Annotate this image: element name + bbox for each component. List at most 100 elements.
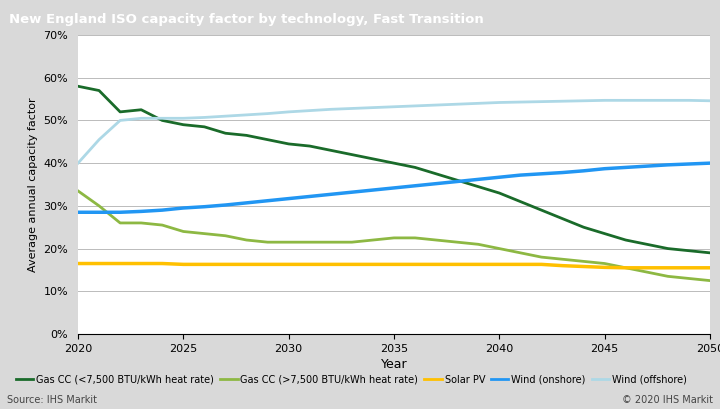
Wind (onshore)	[158, 208, 166, 213]
Wind (onshore)	[453, 179, 462, 184]
Gas CC (>7,500 BTU/kWh heat rate)	[326, 240, 335, 245]
Wind (offshore)	[706, 98, 714, 103]
Gas CC (<7,500 BTU/kWh heat rate)	[474, 184, 482, 189]
Wind (onshore)	[410, 183, 419, 188]
Wind (onshore)	[137, 209, 145, 214]
Wind (offshore)	[537, 99, 546, 104]
Wind (onshore)	[537, 171, 546, 176]
Solar PV	[264, 262, 272, 267]
Solar PV	[200, 262, 209, 267]
Gas CC (<7,500 BTU/kWh heat rate)	[685, 248, 693, 253]
Y-axis label: Average annual capacity factor: Average annual capacity factor	[28, 97, 38, 272]
Wind (offshore)	[495, 100, 504, 105]
Solar PV	[116, 261, 125, 266]
Gas CC (>7,500 BTU/kWh heat rate)	[621, 265, 630, 270]
Wind (offshore)	[600, 98, 609, 103]
Solar PV	[390, 262, 398, 267]
Wind (onshore)	[495, 175, 504, 180]
Solar PV	[474, 262, 482, 267]
Wind (offshore)	[200, 115, 209, 120]
Gas CC (<7,500 BTU/kWh heat rate)	[137, 107, 145, 112]
Wind (onshore)	[390, 185, 398, 190]
Wind (offshore)	[137, 116, 145, 121]
Line: Gas CC (>7,500 BTU/kWh heat rate): Gas CC (>7,500 BTU/kWh heat rate)	[78, 191, 710, 281]
Wind (onshore)	[558, 170, 567, 175]
Gas CC (<7,500 BTU/kWh heat rate)	[580, 225, 588, 230]
Wind (offshore)	[221, 114, 230, 119]
Wind (onshore)	[73, 210, 82, 215]
Gas CC (>7,500 BTU/kWh heat rate)	[200, 231, 209, 236]
Wind (onshore)	[642, 164, 651, 169]
Wind (onshore)	[242, 200, 251, 205]
Wind (offshore)	[179, 116, 188, 121]
Wind (onshore)	[179, 206, 188, 211]
Gas CC (>7,500 BTU/kWh heat rate)	[284, 240, 293, 245]
Solar PV	[369, 262, 377, 267]
Gas CC (>7,500 BTU/kWh heat rate)	[558, 257, 567, 262]
Solar PV	[537, 262, 546, 267]
Line: Wind (onshore): Wind (onshore)	[78, 163, 710, 212]
Gas CC (<7,500 BTU/kWh heat rate)	[116, 110, 125, 115]
Gas CC (>7,500 BTU/kWh heat rate)	[600, 261, 609, 266]
Wind (offshore)	[116, 118, 125, 123]
Gas CC (>7,500 BTU/kWh heat rate)	[116, 220, 125, 225]
Solar PV	[95, 261, 104, 266]
Wind (onshore)	[580, 169, 588, 173]
Gas CC (>7,500 BTU/kWh heat rate)	[369, 238, 377, 243]
Wind (offshore)	[305, 108, 314, 113]
Gas CC (>7,500 BTU/kWh heat rate)	[474, 242, 482, 247]
Gas CC (>7,500 BTU/kWh heat rate)	[537, 255, 546, 260]
Gas CC (<7,500 BTU/kWh heat rate)	[221, 131, 230, 136]
Gas CC (<7,500 BTU/kWh heat rate)	[179, 122, 188, 127]
Gas CC (<7,500 BTU/kWh heat rate)	[284, 142, 293, 146]
Wind (onshore)	[432, 181, 441, 186]
Wind (onshore)	[600, 166, 609, 171]
Gas CC (<7,500 BTU/kWh heat rate)	[558, 216, 567, 221]
Wind (offshore)	[621, 98, 630, 103]
Gas CC (<7,500 BTU/kWh heat rate)	[432, 171, 441, 176]
Wind (offshore)	[348, 106, 356, 111]
Wind (onshore)	[516, 173, 525, 178]
Solar PV	[642, 265, 651, 270]
Solar PV	[284, 262, 293, 267]
Solar PV	[158, 261, 166, 266]
Wind (offshore)	[369, 105, 377, 110]
Gas CC (<7,500 BTU/kWh heat rate)	[95, 88, 104, 93]
Wind (onshore)	[95, 210, 104, 215]
Gas CC (>7,500 BTU/kWh heat rate)	[410, 236, 419, 240]
Line: Gas CC (<7,500 BTU/kWh heat rate): Gas CC (<7,500 BTU/kWh heat rate)	[78, 86, 710, 253]
Legend: Gas CC (<7,500 BTU/kWh heat rate), Gas CC (>7,500 BTU/kWh heat rate), Solar PV, : Gas CC (<7,500 BTU/kWh heat rate), Gas C…	[12, 371, 690, 389]
Solar PV	[495, 262, 504, 267]
Wind (offshore)	[664, 98, 672, 103]
Solar PV	[221, 262, 230, 267]
Wind (onshore)	[200, 204, 209, 209]
Solar PV	[706, 265, 714, 270]
Wind (offshore)	[453, 102, 462, 107]
Wind (offshore)	[284, 110, 293, 115]
Wind (onshore)	[326, 192, 335, 197]
Wind (offshore)	[95, 137, 104, 142]
Wind (onshore)	[685, 162, 693, 166]
Solar PV	[580, 264, 588, 269]
Gas CC (<7,500 BTU/kWh heat rate)	[326, 148, 335, 153]
Solar PV	[685, 265, 693, 270]
Solar PV	[516, 262, 525, 267]
Gas CC (<7,500 BTU/kWh heat rate)	[305, 144, 314, 148]
Gas CC (<7,500 BTU/kWh heat rate)	[73, 84, 82, 89]
Gas CC (>7,500 BTU/kWh heat rate)	[137, 220, 145, 225]
Gas CC (<7,500 BTU/kWh heat rate)	[200, 124, 209, 129]
Gas CC (<7,500 BTU/kWh heat rate)	[664, 246, 672, 251]
Solar PV	[664, 265, 672, 270]
Solar PV	[348, 262, 356, 267]
Wind (offshore)	[158, 116, 166, 121]
Wind (offshore)	[410, 103, 419, 108]
Wind (onshore)	[305, 194, 314, 199]
Solar PV	[326, 262, 335, 267]
Text: New England ISO capacity factor by technology, Fast Transition: New England ISO capacity factor by techn…	[9, 13, 483, 26]
Gas CC (>7,500 BTU/kWh heat rate)	[73, 189, 82, 193]
Wind (offshore)	[73, 161, 82, 166]
Wind (onshore)	[284, 196, 293, 201]
Wind (offshore)	[242, 112, 251, 117]
Gas CC (>7,500 BTU/kWh heat rate)	[348, 240, 356, 245]
Gas CC (<7,500 BTU/kWh heat rate)	[600, 231, 609, 236]
